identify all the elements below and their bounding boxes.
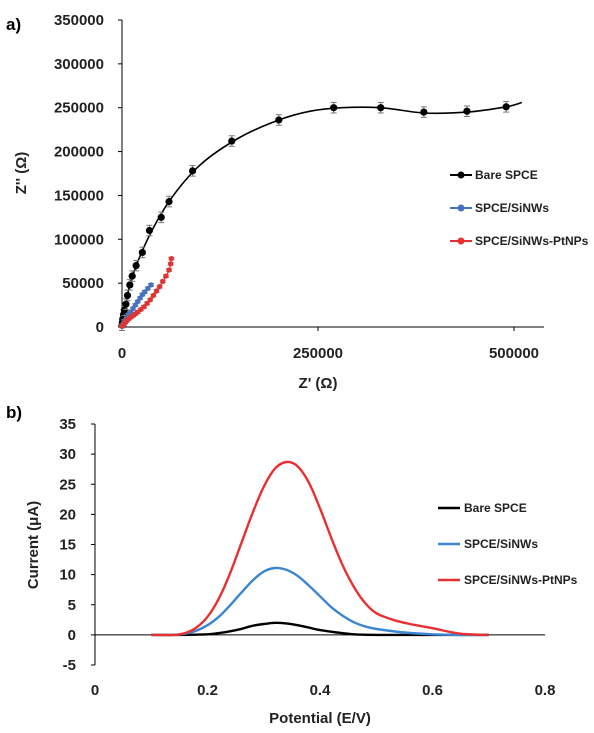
data-point xyxy=(228,137,236,145)
data-point xyxy=(138,248,146,257)
y-tick-label: -5 xyxy=(63,657,76,674)
data-point xyxy=(142,289,148,295)
x-tick-label: 500000 xyxy=(489,345,539,362)
y-tick-label: 0 xyxy=(68,627,76,644)
data-point xyxy=(275,116,283,124)
x-tick-label: 0.2 xyxy=(197,682,218,699)
series-line-0 xyxy=(151,621,489,637)
data-point xyxy=(166,267,172,273)
data-point xyxy=(163,273,169,279)
y-tick-label: 5 xyxy=(68,597,76,614)
y-tick-label: 100000 xyxy=(54,231,104,248)
panel-label-a: a) xyxy=(6,15,21,34)
y-tick-label: 350000 xyxy=(54,12,104,29)
legend-label: SPCE/SiNWs-PtNPs xyxy=(475,234,589,248)
data-point xyxy=(330,104,338,112)
data-point xyxy=(157,213,165,221)
data-point xyxy=(128,272,136,280)
data-point xyxy=(165,197,173,206)
series-line-1 xyxy=(151,566,489,637)
legend-marker xyxy=(457,237,465,245)
y-tick-label: 200000 xyxy=(54,144,104,161)
data-point xyxy=(147,297,153,303)
y-tick-label: 10 xyxy=(59,567,76,584)
y-axis-title: Current (μA) xyxy=(25,501,42,589)
y-tick-label: 20 xyxy=(59,506,76,523)
y-tick-label: 30 xyxy=(59,446,76,463)
y-tick-label: 0 xyxy=(96,319,104,336)
data-point xyxy=(145,226,154,235)
y-tick-label: 150000 xyxy=(54,187,104,204)
x-tick-label: 0.6 xyxy=(422,682,443,699)
legend-label: SPCE/SiNWs xyxy=(475,201,549,215)
legend-marker xyxy=(457,204,465,212)
data-point xyxy=(168,261,174,267)
voltammetry-chart: -5 0 5 10 15 20 25 30 35 0 0.2 0.4 0.6 0.8 Potential (… xyxy=(25,416,578,727)
data-point xyxy=(420,108,428,116)
data-point xyxy=(123,291,132,300)
data-point xyxy=(122,300,130,308)
data-point xyxy=(168,255,174,262)
x-tick-label: 0.8 xyxy=(535,682,556,699)
legend-label: SPCE/SiNWs xyxy=(464,537,538,551)
data-point xyxy=(126,281,134,289)
legend-label: SPCE/SiNWs-PtNPs xyxy=(464,573,578,587)
y-tick-label: 300000 xyxy=(54,56,104,73)
x-tick-label: 0 xyxy=(91,682,99,699)
data-point xyxy=(377,104,385,112)
x-axis-title: Z' (Ω) xyxy=(299,375,338,392)
legend-label: Bare SPCE xyxy=(464,501,527,515)
x-axis-title: Potential (E/V) xyxy=(269,710,371,727)
y-tick-label: 35 xyxy=(59,416,76,433)
legend-marker xyxy=(457,171,465,179)
series-line-2 xyxy=(151,460,489,637)
x-tick-label: 0 xyxy=(118,345,126,362)
data-point xyxy=(157,284,163,290)
data-point xyxy=(141,304,147,310)
data-point xyxy=(153,288,160,294)
y-tick-label: 50000 xyxy=(62,275,104,292)
x-tick-label: 0.4 xyxy=(310,682,332,699)
series-0 xyxy=(118,101,523,332)
data-point xyxy=(160,278,166,284)
legend-label: Bare SPCE xyxy=(475,168,538,182)
y-tick-label: 15 xyxy=(59,537,76,554)
panel-label-b: b) xyxy=(6,403,22,422)
data-point xyxy=(144,300,150,306)
series-2 xyxy=(119,255,175,329)
data-point xyxy=(145,285,151,292)
data-point xyxy=(150,292,156,299)
data-point xyxy=(463,107,471,115)
y-axis-title: Z'' (Ω) xyxy=(13,152,30,194)
y-tick-label: 250000 xyxy=(54,100,104,117)
impedance-chart: 0 50000 100000 150000 200000 250000 300000 3500… xyxy=(13,12,589,392)
data-point xyxy=(132,262,140,270)
data-point xyxy=(188,167,197,175)
data-point xyxy=(502,103,510,111)
series-curve xyxy=(121,101,523,328)
data-point xyxy=(148,282,154,288)
x-tick-label: 250000 xyxy=(293,345,343,362)
y-tick-label: 25 xyxy=(59,476,76,493)
